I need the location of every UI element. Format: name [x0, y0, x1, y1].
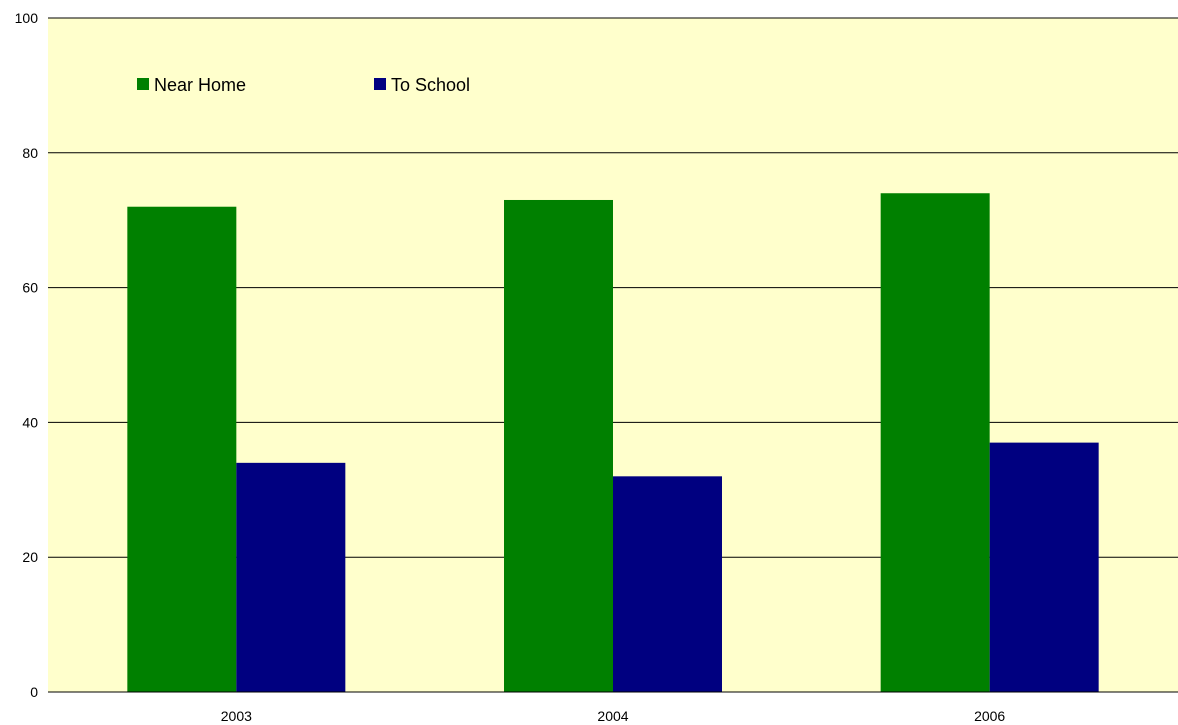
- bar-to-school-2003: [236, 462, 346, 692]
- bar-to-school-2006: [989, 442, 1099, 692]
- y-tick-label: 80: [22, 145, 38, 161]
- y-tick-label: 20: [22, 549, 38, 565]
- legend-label-near-home: Near Home: [154, 75, 246, 95]
- legend-swatch-to-school: [374, 78, 386, 90]
- legend-label-to-school: To School: [391, 75, 470, 95]
- y-tick-label: 60: [22, 280, 38, 296]
- x-tick-label: 2004: [597, 708, 628, 724]
- bar-near-home-2006: [880, 193, 990, 693]
- y-axis: 0 20 40 60 80 100: [15, 10, 39, 700]
- bars: [127, 193, 1099, 693]
- y-tick-label: 100: [15, 10, 39, 26]
- y-tick-label: 0: [30, 684, 38, 700]
- bar-near-home-2003: [127, 206, 237, 692]
- x-tick-label: 2003: [221, 708, 252, 724]
- bar-near-home-2004: [504, 199, 613, 693]
- x-axis: 2003 2004 2006: [48, 691, 1178, 724]
- legend: Near Home To School: [137, 75, 470, 95]
- y-tick-label: 40: [22, 414, 38, 430]
- bar-to-school-2004: [613, 476, 722, 692]
- x-tick-label: 2006: [974, 708, 1005, 724]
- legend-swatch-near-home: [137, 78, 149, 90]
